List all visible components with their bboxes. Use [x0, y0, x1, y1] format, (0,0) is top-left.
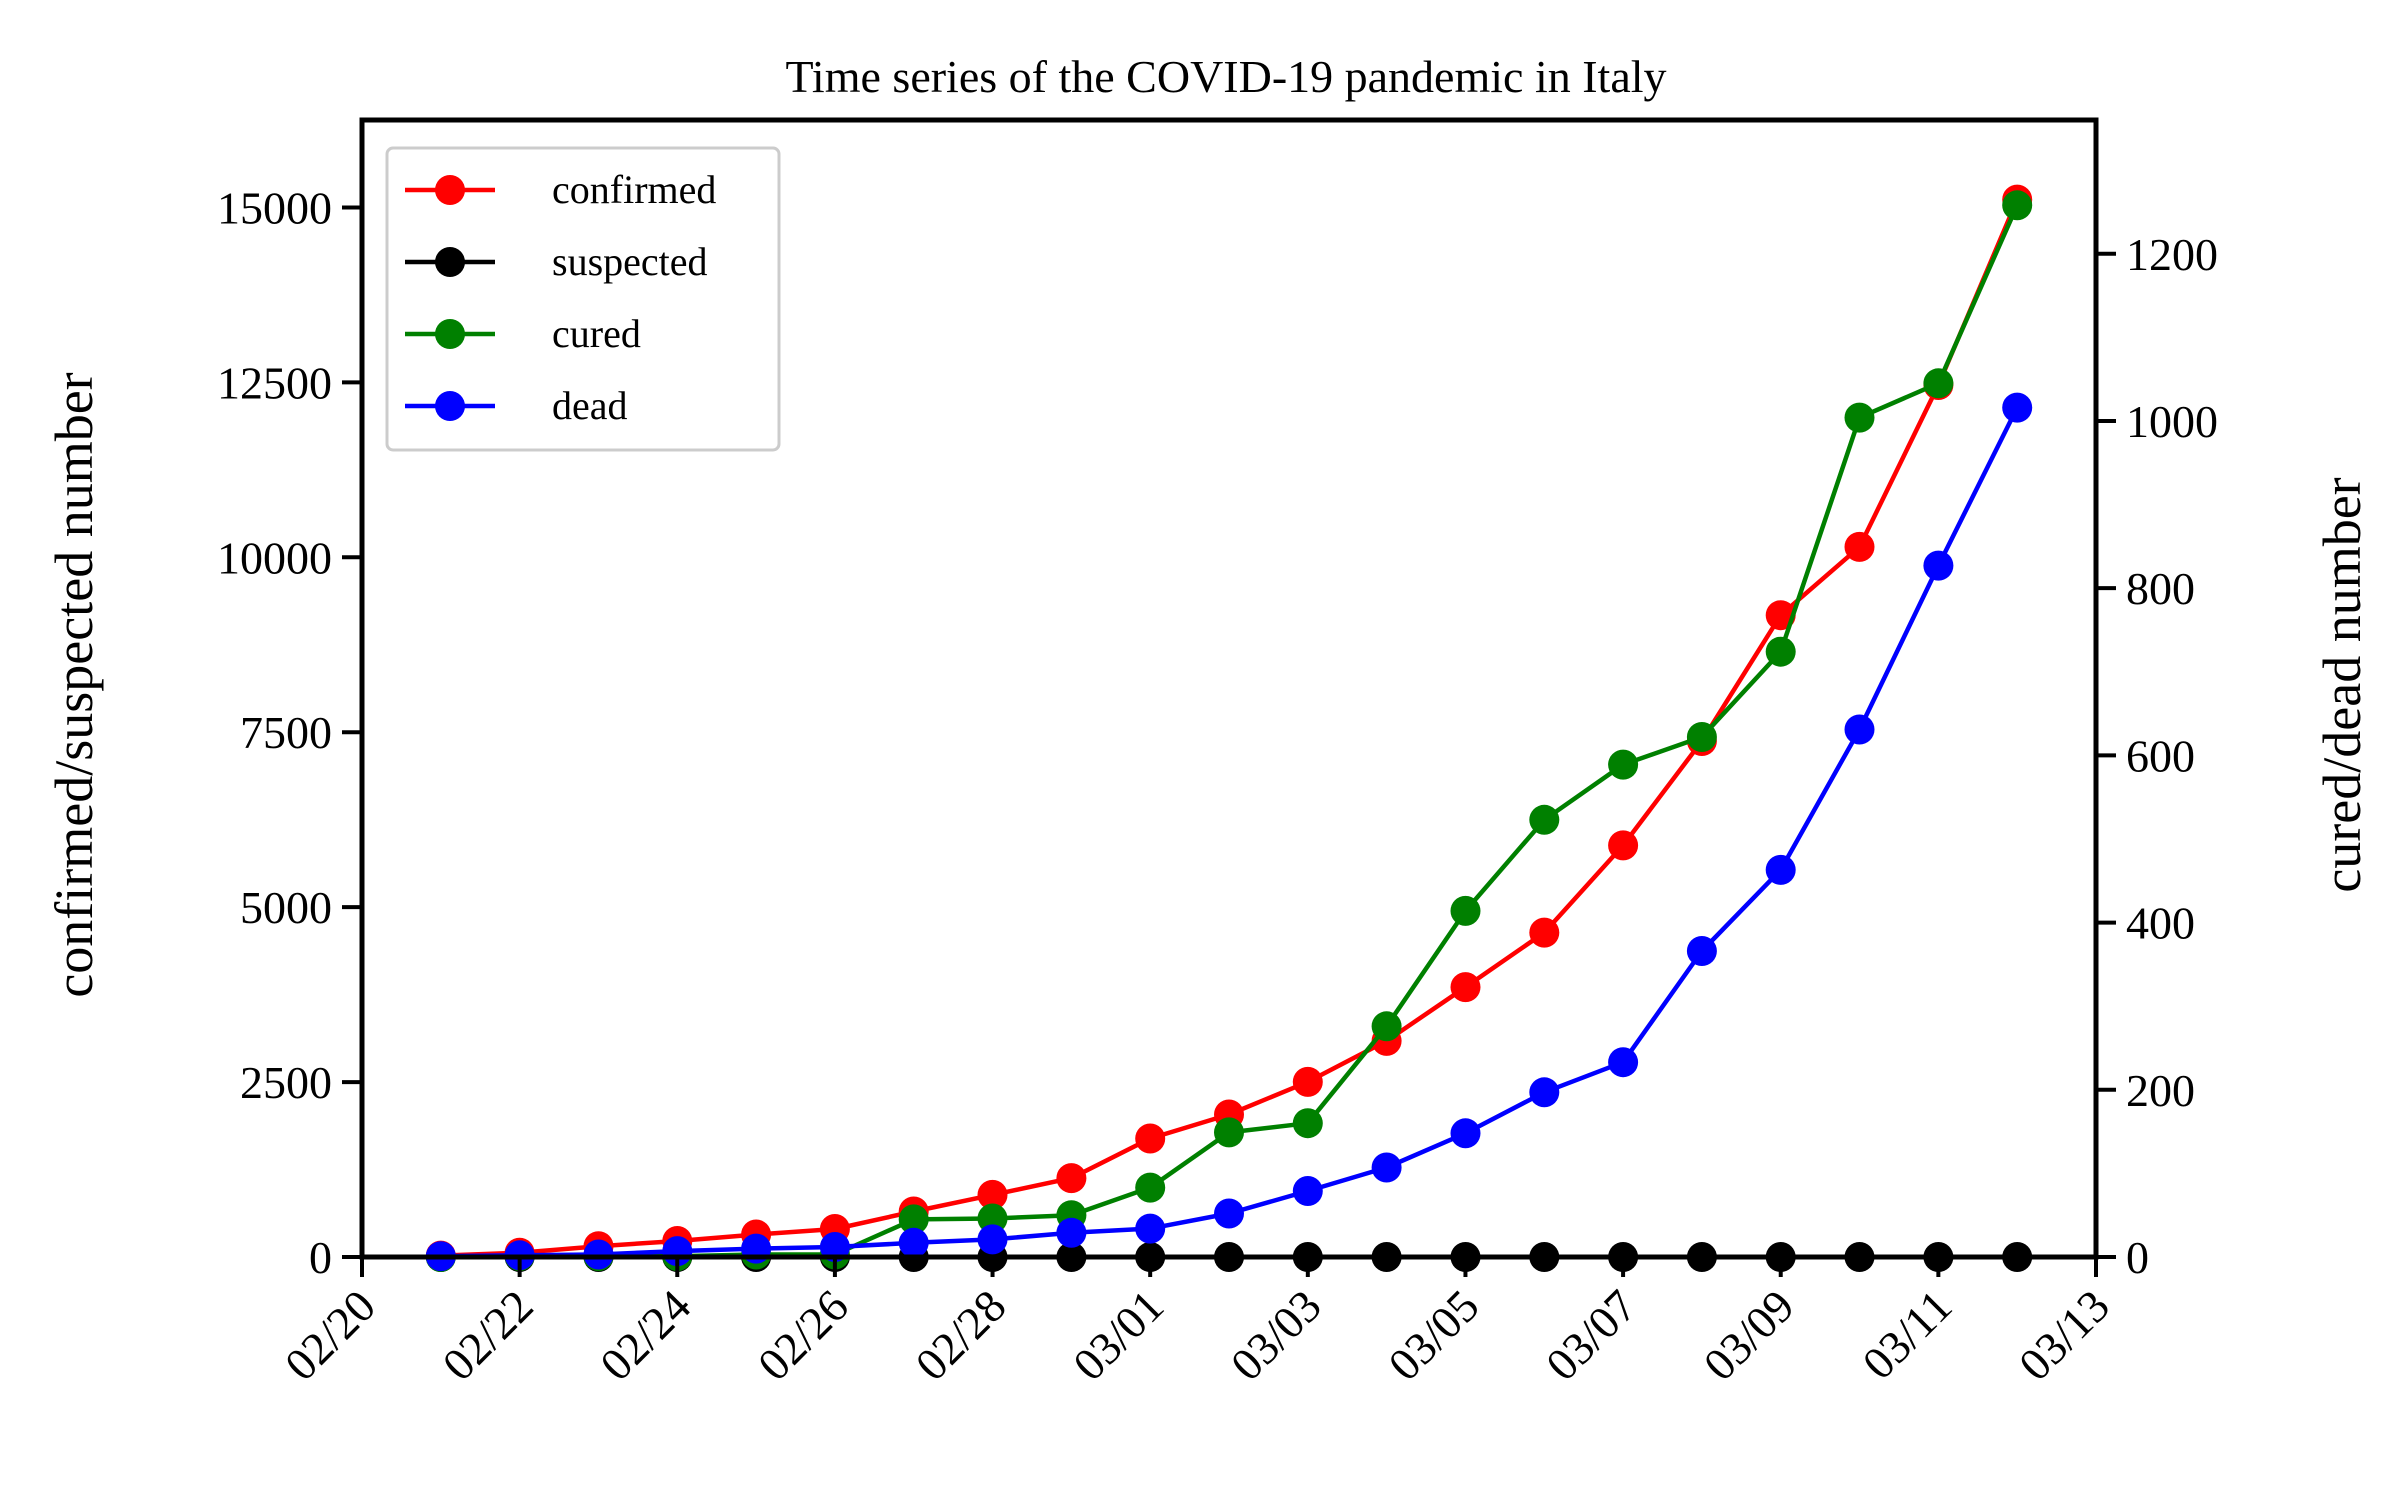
data-point-dead [1608, 1047, 1639, 1078]
data-point-dead [1371, 1152, 1402, 1183]
data-point-dead [898, 1227, 929, 1258]
y-tick-label-right: 800 [2126, 563, 2195, 614]
y-tick-label-right: 200 [2126, 1065, 2195, 1116]
data-point-cured [1450, 895, 1481, 926]
data-point-cured [1765, 636, 1796, 667]
legend-label: dead [552, 383, 628, 428]
data-point-confirmed [1529, 917, 1560, 948]
data-point-cured [1529, 804, 1560, 835]
y-tick-label-right: 0 [2126, 1232, 2149, 1283]
data-point-cured [1371, 1011, 1402, 1042]
y-tick-label-left: 2500 [240, 1057, 332, 1108]
legend-item-suspected: suspected [405, 239, 708, 284]
plot-frame [359, 117, 2099, 1260]
y-tick-label-left: 12500 [217, 357, 332, 408]
data-point-dead [1214, 1198, 1244, 1229]
legend-item-dead: dead [405, 383, 628, 428]
legend-marker [435, 319, 465, 349]
series-dead [425, 392, 2033, 1272]
data-point-dead [1844, 714, 1875, 745]
data-point-cured [977, 1203, 1008, 1234]
legend: confirmed suspected cured dead [385, 146, 781, 452]
data-point-cured [1214, 1117, 1244, 1148]
data-point-confirmed [977, 1179, 1008, 1210]
y-tick-label-left: 0 [309, 1232, 332, 1283]
data-point-dead [977, 1224, 1008, 1255]
y-tick-label-left: 7500 [240, 707, 332, 758]
y-tick-label-right: 1200 [2126, 229, 2218, 280]
legend-marker [435, 175, 465, 205]
data-point-dead [1686, 936, 1717, 966]
data-point-dead [1056, 1217, 1087, 1248]
data-point-cured [1686, 722, 1717, 752]
data-point-confirmed [1292, 1066, 1323, 1097]
data-point-dead [1923, 550, 1954, 581]
data-point-cured [2002, 190, 2033, 221]
data-point-dead [1135, 1213, 1166, 1244]
legend-label: suspected [552, 239, 708, 284]
data-point-cured [1292, 1108, 1323, 1139]
data-point-confirmed [1608, 830, 1639, 861]
data-point-cured [1844, 402, 1875, 433]
data-point-dead [1292, 1176, 1323, 1206]
data-point-dead [2002, 392, 2033, 423]
y-tick-label-right: 1000 [2126, 396, 2218, 447]
data-point-cured [1608, 749, 1639, 780]
data-point-confirmed [1450, 972, 1481, 1003]
legend-label: cured [552, 311, 641, 356]
data-point-dead [1450, 1118, 1481, 1149]
legend-item-cured: cured [405, 311, 641, 356]
plot-area [425, 184, 2033, 1272]
y-tick-label-left: 5000 [240, 882, 332, 933]
y-tick-label-left: 10000 [217, 532, 332, 583]
y-tick-label-right: 600 [2126, 730, 2195, 781]
y-axis-label-right: cured/dead number [2312, 477, 2372, 892]
chart-title: Time series of the COVID-19 pandemic in … [785, 51, 1666, 102]
data-point-confirmed [1135, 1123, 1166, 1154]
y-tick-label-left: 15000 [217, 182, 332, 233]
y-tick-label-right: 400 [2126, 898, 2195, 949]
legend-label: confirmed [552, 167, 716, 212]
legend-marker [435, 247, 465, 277]
y-axis-label-left: confirmed/suspected number [44, 372, 104, 997]
data-point-confirmed [1844, 531, 1875, 562]
legend-marker [435, 391, 465, 421]
data-point-dead [1765, 854, 1796, 885]
legend-item-confirmed: confirmed [405, 167, 716, 212]
data-point-cured [898, 1204, 929, 1235]
data-point-cured [1135, 1172, 1166, 1203]
legend-box [385, 146, 781, 452]
data-point-confirmed [1056, 1163, 1087, 1194]
data-point-cured [1923, 368, 1954, 399]
data-point-dead [1529, 1077, 1560, 1108]
